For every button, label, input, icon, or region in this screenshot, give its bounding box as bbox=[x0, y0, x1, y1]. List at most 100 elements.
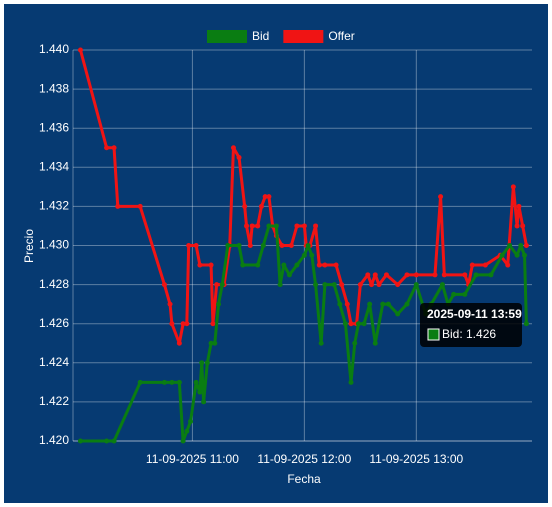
data-point bbox=[514, 223, 520, 229]
data-point bbox=[507, 243, 513, 248]
y-axis-title: Precio bbox=[22, 229, 36, 263]
tooltip-swatch bbox=[427, 328, 440, 341]
data-point bbox=[169, 379, 175, 385]
data-point bbox=[510, 184, 516, 190]
data-point bbox=[266, 194, 272, 200]
data-point bbox=[316, 262, 322, 268]
data-point bbox=[301, 252, 307, 258]
data-point bbox=[462, 272, 468, 278]
data-point bbox=[161, 282, 167, 288]
data-point bbox=[432, 272, 438, 278]
data-point bbox=[199, 360, 205, 366]
y-tick-label: 1.426 bbox=[39, 316, 69, 330]
data-point bbox=[482, 262, 488, 268]
data-point bbox=[348, 379, 354, 385]
data-point bbox=[318, 340, 324, 346]
chart-background bbox=[4, 4, 548, 503]
data-point bbox=[372, 272, 378, 278]
y-tick-label: 1.428 bbox=[39, 277, 69, 291]
data-point bbox=[369, 282, 375, 288]
data-point bbox=[339, 282, 345, 288]
data-point bbox=[169, 321, 175, 327]
data-point bbox=[441, 272, 447, 278]
data-point bbox=[273, 223, 279, 229]
data-point bbox=[210, 321, 216, 327]
y-tick-label: 1.422 bbox=[39, 394, 69, 408]
data-point bbox=[313, 282, 319, 288]
data-point bbox=[260, 243, 266, 248]
y-tick-label: 1.432 bbox=[39, 199, 69, 213]
x-tick-label: 11-09-2025 11:00 bbox=[146, 452, 239, 466]
tooltip-box bbox=[420, 303, 522, 347]
data-point bbox=[176, 340, 182, 346]
series-line bbox=[80, 224, 528, 443]
data-point bbox=[137, 203, 143, 209]
data-point bbox=[523, 321, 529, 327]
legend-swatch bbox=[283, 30, 324, 43]
data-point bbox=[309, 252, 315, 258]
data-point bbox=[184, 321, 190, 327]
data-point bbox=[111, 145, 117, 151]
data-point bbox=[337, 301, 343, 307]
x-tick-label: 11-09-2025 13:00 bbox=[369, 452, 463, 466]
data-point bbox=[286, 272, 292, 278]
data-point bbox=[355, 321, 361, 327]
data-point bbox=[462, 291, 468, 297]
data-point bbox=[236, 155, 242, 161]
data-point bbox=[197, 262, 203, 268]
data-point bbox=[77, 438, 83, 444]
data-point bbox=[242, 203, 248, 209]
data-point bbox=[281, 262, 287, 268]
data-point bbox=[219, 282, 225, 288]
data-point bbox=[357, 282, 363, 288]
data-point bbox=[249, 223, 255, 229]
data-point bbox=[322, 282, 328, 288]
data-point bbox=[413, 282, 419, 288]
data-point bbox=[294, 262, 300, 268]
legend-label[interactable]: Bid bbox=[252, 29, 269, 43]
data-point bbox=[193, 379, 199, 385]
data-point bbox=[333, 262, 339, 268]
x-axis-title: Fecha bbox=[287, 472, 321, 486]
data-point bbox=[255, 223, 261, 229]
data-point bbox=[352, 340, 358, 346]
data-point bbox=[180, 438, 186, 444]
data-point bbox=[331, 282, 337, 288]
data-point bbox=[197, 389, 203, 395]
data-point bbox=[523, 243, 529, 248]
data-point bbox=[255, 262, 261, 268]
data-point bbox=[208, 262, 214, 268]
data-point bbox=[516, 203, 522, 209]
data-point bbox=[376, 282, 382, 288]
data-point bbox=[230, 145, 236, 151]
data-point bbox=[313, 223, 319, 229]
data-point bbox=[225, 243, 231, 248]
data-point bbox=[240, 262, 246, 268]
data-point bbox=[488, 272, 494, 278]
data-point bbox=[367, 301, 373, 307]
data-point bbox=[344, 301, 350, 307]
data-point bbox=[137, 379, 143, 385]
data-point bbox=[186, 243, 192, 248]
data-point bbox=[365, 272, 371, 278]
data-point bbox=[115, 203, 121, 209]
data-point bbox=[294, 223, 300, 229]
data-point bbox=[383, 272, 389, 278]
data-point bbox=[305, 243, 311, 248]
data-point bbox=[77, 47, 83, 53]
legend-label[interactable]: Offer bbox=[328, 29, 354, 43]
data-point bbox=[111, 438, 117, 444]
data-point bbox=[188, 418, 194, 424]
data-point bbox=[104, 438, 110, 444]
data-point bbox=[167, 301, 173, 307]
legend[interactable]: Bid Offer bbox=[207, 29, 355, 43]
x-tick-label: 11-09-2025 12:00 bbox=[257, 452, 351, 466]
data-point bbox=[247, 243, 253, 248]
data-point bbox=[395, 282, 401, 288]
data-point bbox=[439, 282, 445, 288]
tooltip-label: Bid: 1.426 bbox=[442, 327, 496, 341]
data-point bbox=[342, 321, 348, 327]
data-point bbox=[258, 203, 264, 209]
data-point bbox=[404, 272, 410, 278]
data-point bbox=[473, 272, 479, 278]
